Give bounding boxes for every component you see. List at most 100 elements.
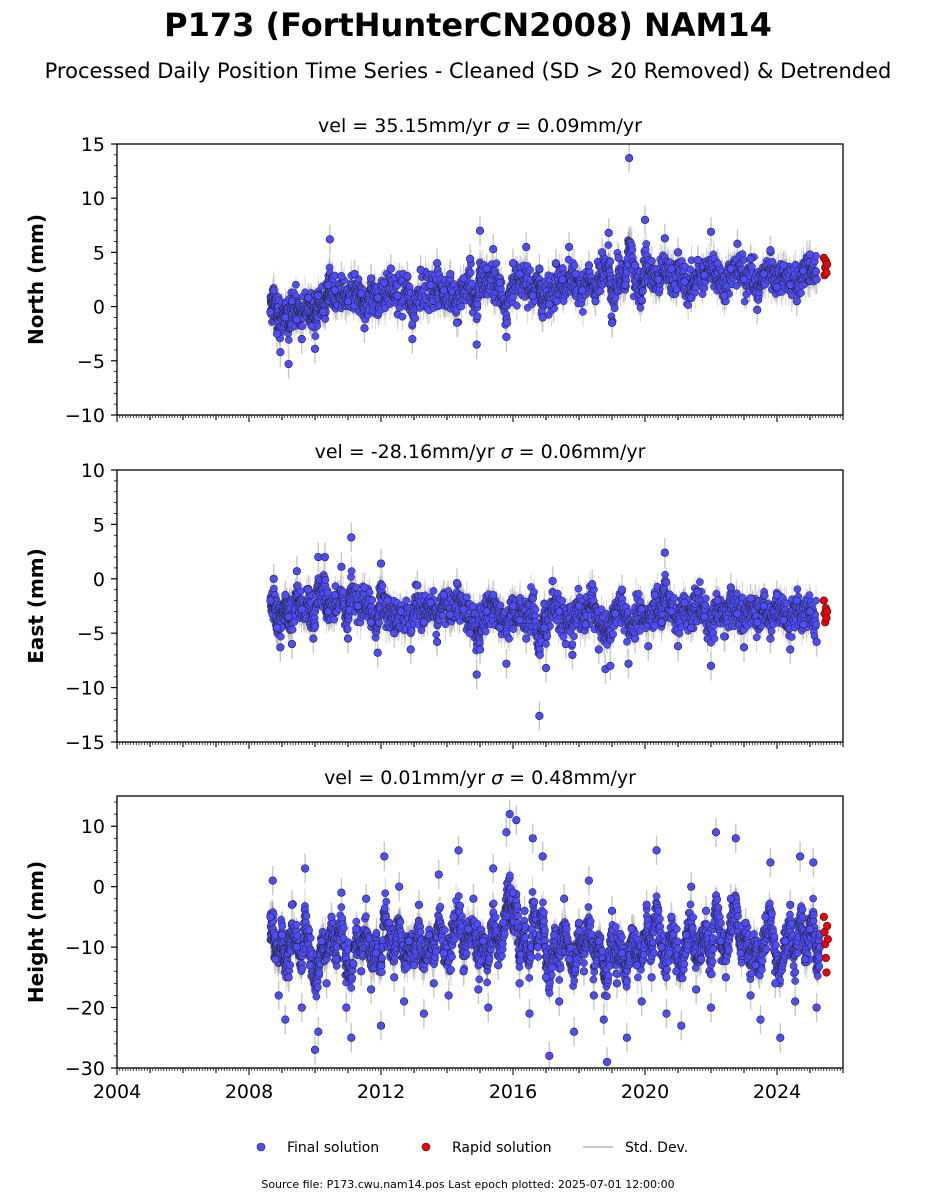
final-point: [636, 303, 645, 312]
final-point: [292, 315, 301, 324]
final-point: [545, 300, 554, 309]
figure-subtitle: Processed Daily Position Time Series - C…: [45, 59, 892, 83]
final-point: [304, 293, 313, 303]
final-point: [606, 257, 615, 266]
final-point: [452, 318, 462, 327]
final-point: [673, 248, 683, 257]
final-point: [610, 304, 619, 313]
final-point: [551, 259, 561, 268]
final-point: [337, 272, 346, 281]
final-point: [380, 278, 389, 287]
panel-title-sigma-symbol: σ: [497, 115, 510, 137]
final-point: [367, 274, 376, 283]
final-point: [693, 255, 702, 265]
final-point: [408, 335, 417, 344]
final-point: [740, 255, 748, 264]
final-point: [311, 332, 320, 341]
panel-title-sigma-value: = 0.09mm/yr: [509, 115, 642, 137]
final-point: [640, 215, 650, 224]
final-point: [513, 301, 521, 310]
final-point: [799, 266, 808, 275]
final-point: [466, 254, 475, 264]
final-point: [732, 281, 741, 290]
final-point: [508, 259, 518, 268]
y-tick-label: 15: [81, 134, 105, 156]
final-point: [621, 280, 630, 290]
final-point: [792, 297, 801, 306]
final-point: [321, 315, 330, 323]
final-point: [269, 286, 278, 295]
final-point: [281, 313, 290, 322]
final-point: [797, 289, 805, 297]
final-point: [639, 287, 647, 296]
final-point: [350, 269, 359, 279]
final-point: [433, 259, 442, 268]
final-point: [805, 250, 815, 259]
final-point: [473, 312, 482, 321]
final-point: [733, 239, 742, 248]
final-point: [360, 324, 369, 333]
final-point: [720, 291, 729, 300]
final-point: [772, 282, 782, 292]
final-point: [538, 313, 547, 322]
y-axis-label: North (mm): [24, 214, 48, 345]
final-point: [654, 275, 663, 284]
final-point: [786, 280, 795, 290]
final-point: [492, 259, 501, 268]
final-point: [411, 314, 420, 323]
final-point: [680, 277, 689, 286]
final-point: [284, 336, 293, 344]
final-point: [457, 302, 466, 311]
final-point: [522, 242, 531, 252]
final-point: [386, 264, 396, 273]
final-point: [319, 307, 328, 317]
final-point: [439, 286, 448, 295]
final-point: [489, 245, 498, 254]
final-point: [740, 297, 749, 306]
final-point: [759, 269, 768, 279]
final-point: [416, 265, 425, 274]
final-point: [502, 332, 511, 342]
final-point: [526, 266, 534, 274]
final-point: [284, 359, 293, 369]
final-point: [591, 297, 600, 306]
final-point: [472, 340, 481, 349]
final-point: [558, 275, 567, 284]
final-point: [637, 295, 646, 305]
y-tick-label: −5: [77, 351, 105, 373]
final-point: [276, 348, 285, 357]
final-point: [272, 329, 282, 338]
final-point: [314, 291, 323, 300]
final-point: [768, 258, 777, 266]
final-point: [739, 275, 749, 284]
rapid-point: [823, 260, 832, 269]
final-point: [628, 245, 637, 254]
y-tick-label: −10: [65, 405, 105, 427]
final-point: [535, 264, 544, 273]
final-point: [596, 287, 605, 296]
y-tick-label: 5: [93, 242, 105, 264]
panel-title-velocity: vel = 35.15mm/yr: [318, 115, 497, 137]
final-point: [571, 269, 580, 279]
final-point: [604, 241, 613, 249]
final-point: [766, 246, 775, 255]
final-point: [660, 234, 669, 243]
final-point: [266, 307, 275, 317]
final-point: [325, 235, 334, 244]
final-point: [509, 293, 517, 301]
final-point: [343, 297, 353, 306]
final-point: [310, 344, 320, 353]
final-point: [324, 280, 333, 290]
final-point: [779, 261, 788, 270]
final-point: [753, 305, 762, 314]
plot-area: [266, 522, 832, 731]
final-point: [495, 278, 504, 287]
final-point: [713, 259, 722, 268]
final-point: [528, 291, 537, 300]
plot-area: [266, 144, 832, 379]
final-point: [298, 322, 307, 330]
figure-title: P173 (FortHunterCN2008) NAM14: [164, 6, 772, 44]
final-point: [584, 261, 594, 270]
